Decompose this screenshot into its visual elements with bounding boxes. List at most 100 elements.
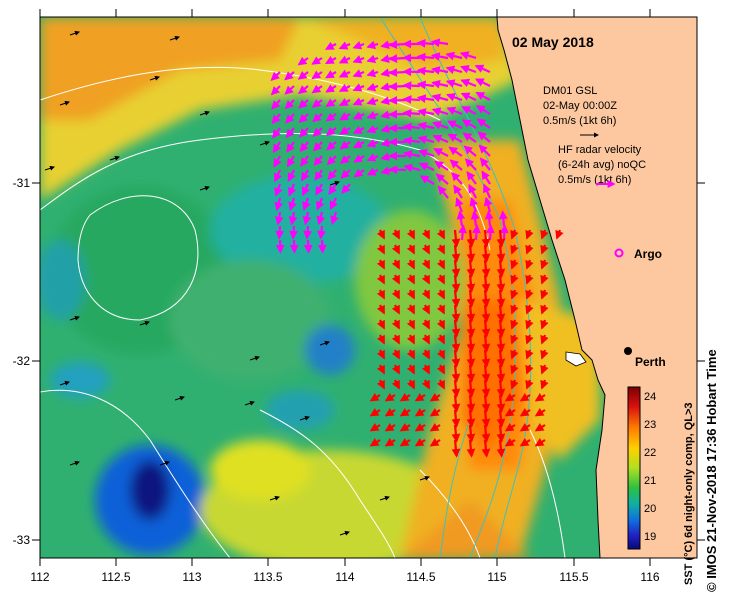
radar-arrow <box>462 132 477 143</box>
plot-frame <box>39 16 698 559</box>
current-arrow <box>451 244 461 263</box>
radar-arrow <box>303 225 312 240</box>
radar-arrow <box>419 175 435 185</box>
current-arrow <box>466 274 476 293</box>
radar-arrow <box>483 183 492 199</box>
current-arrow <box>451 289 461 308</box>
current-arrow <box>510 364 519 375</box>
radar-arrow <box>297 70 309 80</box>
date-label: 02 May 2018 <box>512 34 594 50</box>
colorbar-tick-label: 24 <box>644 391 656 403</box>
current-arrow <box>406 349 415 360</box>
x-tick-label: 113.5 <box>253 570 282 584</box>
current-arrow <box>481 439 491 458</box>
current-arrow <box>540 304 549 315</box>
current-arrow <box>466 364 476 383</box>
current-arrow <box>540 379 549 390</box>
y-tick-labels: -31 -32 -33 <box>13 176 31 547</box>
wind-arrow <box>169 35 180 41</box>
current-arrow <box>540 334 549 345</box>
radar-arrow <box>453 184 463 199</box>
radar-arrow <box>469 196 478 213</box>
colorbar-scale <box>627 386 641 550</box>
radar-arrow <box>352 125 365 134</box>
argo-label: Argo <box>634 247 662 261</box>
current-arrow <box>391 349 400 360</box>
current-arrow <box>436 319 445 330</box>
radar-arrow <box>327 169 337 181</box>
wind-arrow <box>69 460 80 466</box>
current-arrow <box>376 274 385 285</box>
legend-wind-line1: DM01 GSL <box>543 85 597 97</box>
current-arrow <box>451 229 461 248</box>
current-arrow <box>525 289 534 300</box>
radar-arrow <box>352 139 365 149</box>
x-tick-label: 116 <box>640 570 659 584</box>
current-arrow <box>525 379 534 390</box>
radar-arrow <box>445 51 463 61</box>
current-arrow <box>466 409 476 428</box>
radar-arrow <box>448 146 463 157</box>
radar-arrow <box>402 108 421 118</box>
radar-arrow <box>314 169 323 181</box>
current-arrow <box>436 289 445 300</box>
x-tick-label: 112 <box>30 570 49 584</box>
credit-line: © IMOS 21-Nov-2018 17:36 Hobart Time <box>704 349 719 592</box>
radar-arrow <box>285 127 295 139</box>
wind-arrow <box>249 355 260 361</box>
radar-arrow <box>455 197 464 213</box>
radar-arrow <box>366 125 379 134</box>
current-arrow <box>421 244 430 255</box>
radar-arrow <box>339 112 351 121</box>
current-arrow <box>496 244 506 263</box>
current-arrow <box>504 438 516 447</box>
current-arrow <box>384 438 396 447</box>
radar-arrow <box>325 112 337 122</box>
radar-arrow <box>430 38 449 48</box>
colorbar-tick-label: 20 <box>644 503 656 515</box>
wind-arrow <box>299 415 310 421</box>
current-arrow <box>540 259 549 270</box>
radar-arrow <box>285 113 295 124</box>
radar-arrow <box>388 95 407 105</box>
wind-arrow <box>199 110 210 116</box>
current-arrow <box>466 244 476 263</box>
radar-arrow <box>286 141 295 153</box>
current-arrow <box>496 424 506 443</box>
current-arrow <box>436 259 445 270</box>
current-arrow <box>421 289 430 300</box>
legend-radar-line3: 0.5m/s (1kt 6h) <box>558 174 631 186</box>
radar-arrow <box>299 141 309 153</box>
current-arrow <box>406 364 415 375</box>
x-tick-label: 112.5 <box>101 570 130 584</box>
current-arrow <box>496 349 506 368</box>
radar-arrow <box>270 85 281 96</box>
current-arrow <box>421 304 430 315</box>
radar-arrow <box>298 85 309 95</box>
current-arrow <box>406 304 415 315</box>
current-arrow <box>376 379 385 390</box>
radar-arrow <box>451 171 463 185</box>
land-mass <box>496 17 697 558</box>
current-arrow <box>451 319 461 338</box>
current-arrow <box>466 349 476 368</box>
current-arrow <box>414 408 426 417</box>
current-arrow <box>510 274 519 285</box>
radar-arrow <box>338 41 351 50</box>
radar-arrow <box>273 155 282 168</box>
wind-arrow <box>69 30 80 36</box>
current-arrow <box>436 229 445 240</box>
current-arrow <box>429 438 441 447</box>
radar-arrow <box>416 52 435 62</box>
current-arrow <box>496 409 506 428</box>
radar-arrow <box>460 92 477 102</box>
current-arrow <box>466 379 476 398</box>
x-tick-label: 113 <box>182 570 201 584</box>
radar-arrow <box>311 56 323 65</box>
radar-arrow <box>352 111 365 120</box>
current-arrow <box>481 424 491 443</box>
current-arrow <box>436 244 445 255</box>
radar-arrow <box>338 97 351 107</box>
radar-arrow <box>445 79 463 88</box>
current-arrow <box>525 364 534 375</box>
